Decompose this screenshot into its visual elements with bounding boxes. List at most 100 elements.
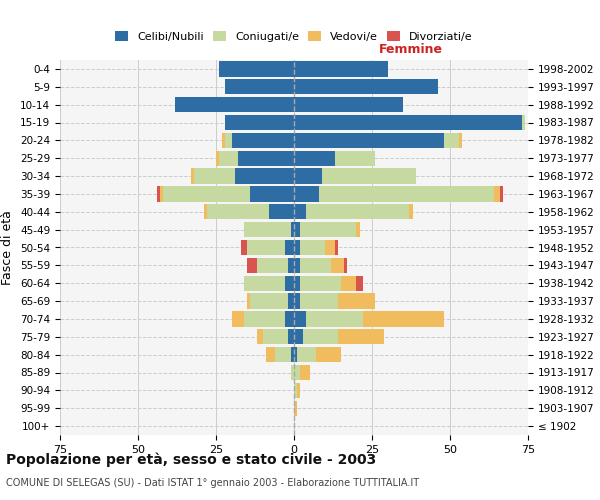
Y-axis label: Anni di nascita: Anni di nascita [598, 201, 600, 294]
Bar [300, 222, 356, 237]
Bar [300, 365, 310, 380]
Bar [335, 150, 375, 166]
Text: COMUNE DI SELEGAS (SU) - Dati ISTAT 1° gennaio 2003 - Elaborazione TUTTITALIA.IT: COMUNE DI SELEGAS (SU) - Dati ISTAT 1° g… [6, 478, 419, 488]
Bar [319, 186, 494, 202]
Bar [263, 329, 288, 344]
Bar [288, 329, 294, 344]
Bar [294, 150, 335, 166]
Bar [522, 115, 525, 130]
Bar [494, 186, 500, 202]
Bar [294, 294, 300, 308]
Bar [244, 312, 284, 326]
Bar [307, 312, 362, 326]
Bar [257, 258, 288, 273]
Bar [247, 258, 257, 273]
Bar [341, 276, 356, 291]
Bar [338, 294, 375, 308]
Bar [226, 79, 294, 94]
Bar [294, 240, 300, 255]
Bar [294, 97, 403, 112]
Bar [294, 312, 307, 326]
Bar [304, 329, 338, 344]
Bar [163, 186, 250, 202]
Legend: Celibi/Nubili, Coniugati/e, Vedovi/e, Divorziati/e: Celibi/Nubili, Coniugati/e, Vedovi/e, Di… [112, 28, 476, 46]
Bar [294, 400, 297, 416]
Bar [294, 258, 300, 273]
Bar [344, 258, 347, 273]
Bar [244, 276, 284, 291]
Bar [235, 168, 294, 184]
Bar [500, 186, 503, 202]
Bar [362, 312, 444, 326]
Bar [338, 329, 385, 344]
Bar [238, 150, 294, 166]
Bar [203, 204, 206, 220]
Bar [160, 186, 163, 202]
Bar [257, 329, 263, 344]
Bar [206, 204, 269, 220]
Bar [335, 240, 338, 255]
Bar [291, 347, 294, 362]
Bar [250, 294, 288, 308]
Bar [297, 347, 316, 362]
Bar [250, 186, 294, 202]
Bar [175, 97, 294, 112]
Bar [275, 347, 291, 362]
Bar [294, 383, 297, 398]
Bar [300, 240, 325, 255]
Bar [297, 383, 300, 398]
Bar [284, 240, 294, 255]
Bar [331, 258, 344, 273]
Bar [322, 168, 416, 184]
Bar [294, 329, 304, 344]
Bar [291, 222, 294, 237]
Bar [266, 347, 275, 362]
Bar [219, 62, 294, 76]
Bar [247, 294, 250, 308]
Bar [316, 347, 341, 362]
Bar [294, 133, 444, 148]
Bar [444, 133, 460, 148]
Bar [269, 204, 294, 220]
Bar [226, 133, 232, 148]
Text: Femmine: Femmine [379, 44, 443, 56]
Bar [300, 258, 331, 273]
Bar [194, 168, 235, 184]
Bar [294, 222, 300, 237]
Bar [300, 294, 338, 308]
Bar [294, 204, 307, 220]
Bar [307, 204, 409, 220]
Bar [294, 186, 319, 202]
Bar [294, 365, 300, 380]
Bar [284, 276, 294, 291]
Bar [300, 276, 341, 291]
Text: Popolazione per età, sesso e stato civile - 2003: Popolazione per età, sesso e stato civil… [6, 452, 376, 467]
Bar [294, 115, 522, 130]
Bar [325, 240, 335, 255]
Bar [460, 133, 463, 148]
Bar [232, 312, 244, 326]
Bar [191, 168, 194, 184]
Bar [356, 222, 359, 237]
Bar [247, 240, 284, 255]
Bar [222, 133, 226, 148]
Bar [284, 312, 294, 326]
Bar [288, 294, 294, 308]
Bar [232, 133, 294, 148]
Bar [244, 222, 291, 237]
Y-axis label: Fasce di età: Fasce di età [1, 210, 14, 285]
Bar [216, 150, 219, 166]
Bar [356, 276, 362, 291]
Bar [226, 115, 294, 130]
Bar [294, 168, 322, 184]
Bar [219, 150, 238, 166]
Bar [294, 347, 297, 362]
Bar [157, 186, 160, 202]
Bar [288, 258, 294, 273]
Bar [409, 204, 413, 220]
Bar [294, 276, 300, 291]
Bar [294, 62, 388, 76]
Bar [241, 240, 247, 255]
Bar [294, 79, 437, 94]
Bar [291, 365, 294, 380]
